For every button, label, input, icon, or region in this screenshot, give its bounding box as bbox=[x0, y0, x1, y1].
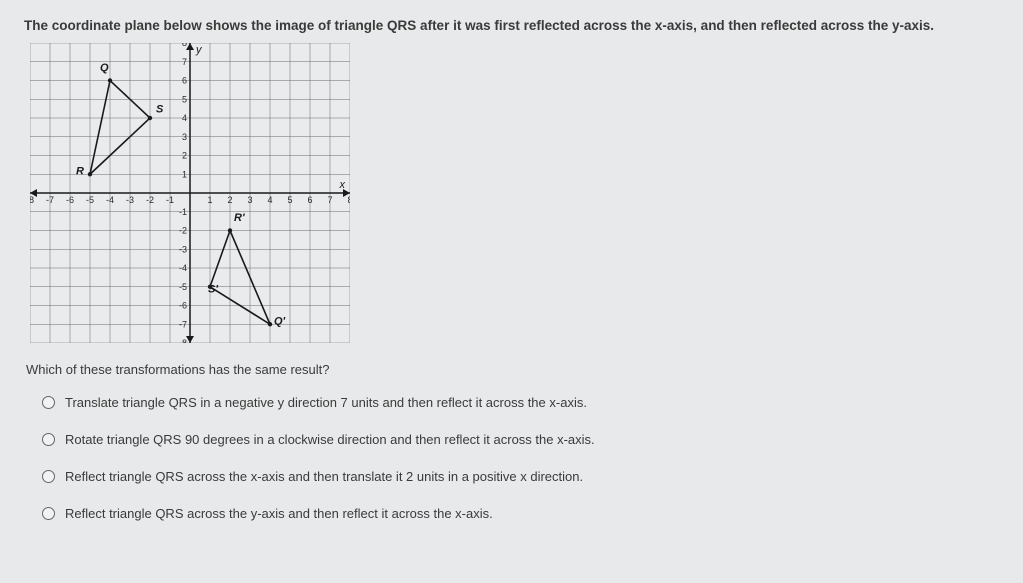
svg-text:-2: -2 bbox=[179, 226, 187, 236]
svg-text:4: 4 bbox=[182, 113, 187, 123]
svg-text:2: 2 bbox=[182, 151, 187, 161]
option-label: Rotate triangle QRS 90 degrees in a cloc… bbox=[65, 432, 595, 447]
svg-text:7: 7 bbox=[327, 195, 332, 205]
svg-text:-3: -3 bbox=[179, 244, 187, 254]
svg-text:-2: -2 bbox=[146, 195, 154, 205]
answer-option[interactable]: Reflect triangle QRS across the y-axis a… bbox=[42, 506, 999, 521]
svg-text:-1: -1 bbox=[166, 195, 174, 205]
svg-text:3: 3 bbox=[182, 132, 187, 142]
svg-text:-3: -3 bbox=[126, 195, 134, 205]
question-text: The coordinate plane below shows the ima… bbox=[24, 18, 999, 33]
svg-text:8: 8 bbox=[182, 43, 187, 48]
sub-question: Which of these transformations has the s… bbox=[26, 362, 999, 377]
svg-text:-5: -5 bbox=[86, 195, 94, 205]
svg-text:-6: -6 bbox=[66, 195, 74, 205]
svg-text:-8: -8 bbox=[179, 338, 187, 343]
svg-text:-5: -5 bbox=[179, 282, 187, 292]
option-label: Reflect triangle QRS across the y-axis a… bbox=[65, 506, 493, 521]
svg-text:-4: -4 bbox=[179, 263, 187, 273]
svg-text:R': R' bbox=[234, 212, 245, 224]
answer-option[interactable]: Rotate triangle QRS 90 degrees in a cloc… bbox=[42, 432, 999, 447]
svg-text:x: x bbox=[339, 179, 346, 191]
svg-text:2: 2 bbox=[227, 195, 232, 205]
option-label: Reflect triangle QRS across the x-axis a… bbox=[65, 469, 583, 484]
svg-text:1: 1 bbox=[207, 195, 212, 205]
answer-option[interactable]: Translate triangle QRS in a negative y d… bbox=[42, 395, 999, 410]
svg-text:Q: Q bbox=[100, 62, 109, 74]
svg-text:-7: -7 bbox=[179, 319, 187, 329]
radio-icon[interactable] bbox=[42, 433, 55, 446]
svg-text:-6: -6 bbox=[179, 301, 187, 311]
radio-icon[interactable] bbox=[42, 396, 55, 409]
radio-icon[interactable] bbox=[42, 507, 55, 520]
svg-text:4: 4 bbox=[267, 195, 272, 205]
radio-icon[interactable] bbox=[42, 470, 55, 483]
svg-text:3: 3 bbox=[247, 195, 252, 205]
svg-text:7: 7 bbox=[182, 57, 187, 67]
svg-text:-4: -4 bbox=[106, 195, 114, 205]
svg-text:8: 8 bbox=[347, 195, 350, 205]
svg-text:6: 6 bbox=[307, 195, 312, 205]
svg-text:5: 5 bbox=[182, 94, 187, 104]
svg-text:6: 6 bbox=[182, 76, 187, 86]
svg-text:1: 1 bbox=[182, 169, 187, 179]
answer-option[interactable]: Reflect triangle QRS across the x-axis a… bbox=[42, 469, 999, 484]
option-label: Translate triangle QRS in a negative y d… bbox=[65, 395, 587, 410]
svg-text:S: S bbox=[156, 103, 164, 115]
coordinate-graph: -8 -7 -6 -5 -4 -3 -2 -1 1 2 3 4 5 6 7 8 -8 -7 -6 -5 -4 -3 -2 -1… bbox=[30, 43, 999, 348]
svg-text:-7: -7 bbox=[46, 195, 54, 205]
svg-text:R: R bbox=[76, 165, 84, 177]
svg-text:-1: -1 bbox=[179, 207, 187, 217]
svg-text:S': S' bbox=[208, 283, 218, 295]
svg-text:Q': Q' bbox=[274, 315, 286, 327]
svg-text:5: 5 bbox=[287, 195, 292, 205]
svg-text:-8: -8 bbox=[30, 195, 34, 205]
options-list: Translate triangle QRS in a negative y d… bbox=[42, 395, 999, 521]
